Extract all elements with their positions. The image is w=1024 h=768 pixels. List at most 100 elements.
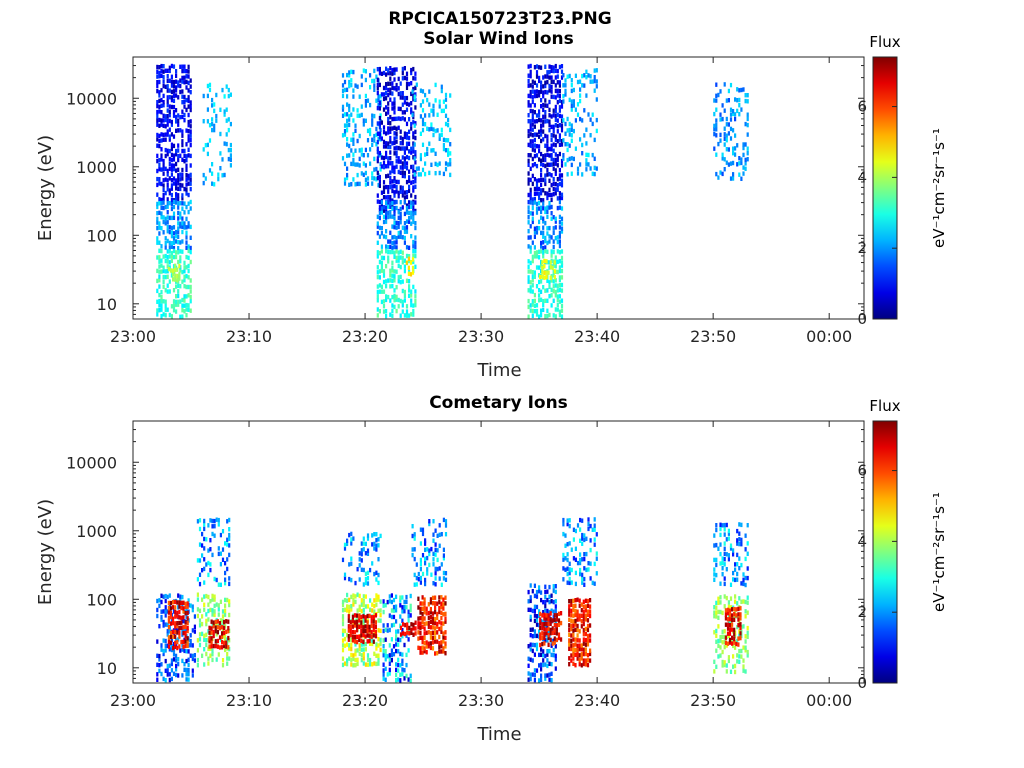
heatmap-cell	[715, 152, 718, 157]
heatmap-cell	[589, 638, 592, 643]
heatmap-cell	[177, 186, 180, 191]
heatmap-cell	[735, 607, 738, 612]
heatmap-cell	[399, 146, 402, 151]
heatmap-cell	[578, 629, 581, 634]
heatmap-cell	[419, 541, 422, 546]
heatmap-cell	[393, 146, 396, 151]
heatmap-cell	[717, 643, 720, 648]
heatmap-cell	[562, 552, 565, 558]
heatmap-cell	[343, 572, 347, 577]
heatmap-cell	[576, 652, 579, 657]
heatmap-cell	[417, 172, 420, 177]
heatmap-cell	[179, 64, 182, 69]
heatmap-cell	[350, 604, 353, 609]
heatmap-cell	[564, 121, 567, 127]
heatmap-cell	[527, 644, 530, 649]
heatmap-cell	[405, 652, 408, 658]
heatmap-cell	[538, 113, 541, 118]
heatmap-cell	[552, 614, 555, 619]
heatmap-cell	[219, 166, 222, 171]
heatmap-cell	[740, 522, 743, 528]
heatmap-cell	[346, 94, 349, 99]
heatmap-cell	[583, 133, 586, 138]
heatmap-cell	[376, 294, 379, 299]
heatmap-cell	[447, 122, 450, 128]
heatmap-cell	[589, 538, 592, 543]
heatmap-cell	[354, 642, 357, 647]
heatmap-cell	[729, 82, 733, 88]
heatmap-cell	[191, 643, 194, 648]
heatmap-cell	[744, 582, 747, 588]
heatmap-cell	[193, 658, 196, 663]
heatmap-cell	[419, 616, 422, 621]
heatmap-cell	[412, 145, 415, 151]
heatmap-cell	[178, 604, 181, 609]
heatmap-cell	[160, 269, 163, 274]
heatmap-cell	[744, 634, 747, 639]
heatmap-cell	[176, 621, 179, 626]
heatmap-cell	[552, 68, 555, 74]
heatmap-cell	[560, 100, 564, 105]
heatmap-cell	[382, 279, 386, 285]
heatmap-cell	[546, 638, 549, 643]
heatmap-cell	[183, 221, 186, 226]
heatmap-cell	[389, 201, 392, 206]
heatmap-cell	[385, 184, 388, 190]
heatmap-cell	[186, 640, 189, 645]
heatmap-cell	[351, 619, 354, 624]
heatmap-cell	[375, 593, 378, 598]
heatmap-cell	[183, 159, 186, 164]
heatmap-cell	[175, 254, 178, 260]
heatmap-cell	[429, 597, 432, 602]
heatmap-cell	[181, 176, 184, 181]
heatmap-cell	[177, 193, 180, 198]
heatmap-cell	[540, 215, 543, 220]
heatmap-cell	[183, 309, 186, 314]
heatmap-cell	[564, 88, 567, 94]
heatmap-cell	[380, 265, 383, 270]
heatmap-cell	[189, 643, 192, 648]
heatmap-cell	[727, 557, 730, 562]
heatmap-cell	[391, 268, 394, 273]
heatmap-cell	[414, 225, 417, 231]
heatmap-cell	[545, 616, 548, 621]
heatmap-cell	[362, 618, 365, 623]
heatmap-cell	[175, 229, 178, 235]
heatmap-cell	[377, 543, 380, 548]
heatmap-cell	[178, 276, 181, 281]
heatmap-cell	[391, 313, 394, 318]
heatmap-cell	[162, 215, 165, 220]
heatmap-cell	[407, 648, 410, 653]
heatmap-cell	[412, 168, 415, 174]
heatmap-cell	[167, 610, 170, 615]
heatmap-cell	[734, 645, 737, 650]
heatmap-cell	[380, 289, 383, 294]
heatmap-cell	[360, 567, 363, 572]
heatmap-cell	[739, 635, 742, 641]
heatmap-cell	[558, 151, 561, 157]
heatmap-cell	[380, 206, 383, 211]
heatmap-cell	[552, 124, 555, 129]
heatmap-cell	[373, 541, 376, 547]
heatmap-cell	[393, 225, 396, 230]
heatmap-cell	[181, 94, 184, 99]
heatmap-cell	[177, 234, 180, 239]
heatmap-cell	[554, 604, 557, 609]
heatmap-cell	[403, 258, 406, 263]
heatmap-cell	[172, 609, 176, 614]
heatmap-cell	[531, 278, 534, 283]
heatmap-cell	[735, 641, 738, 647]
heatmap-cell	[213, 597, 216, 602]
heatmap-cell	[379, 599, 382, 604]
heatmap-cell	[170, 254, 173, 259]
heatmap-cell	[544, 83, 547, 89]
heatmap-cell	[213, 182, 216, 187]
heatmap-cell	[166, 238, 169, 244]
heatmap-cell	[434, 582, 437, 587]
heatmap-cell	[341, 133, 345, 138]
heatmap-cell	[552, 148, 555, 153]
heatmap-cell	[164, 84, 167, 89]
heatmap-cell	[527, 288, 530, 293]
heatmap-cell	[552, 648, 555, 653]
heatmap-cell	[382, 205, 386, 210]
